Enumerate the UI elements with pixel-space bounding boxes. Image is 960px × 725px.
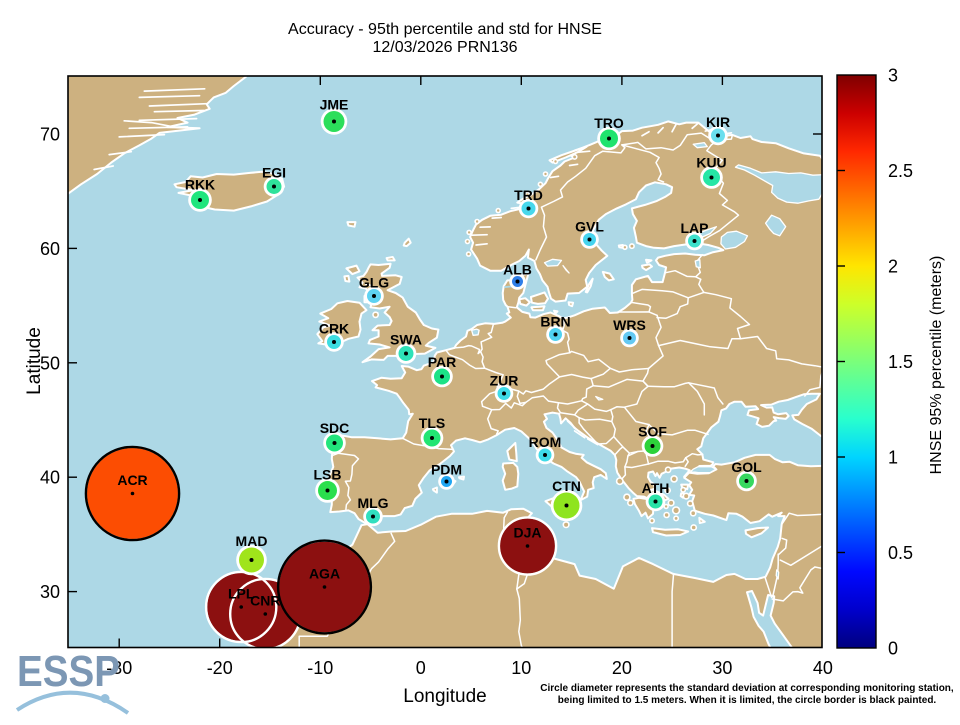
svg-text:30: 30 [712, 658, 732, 678]
svg-text:TRD: TRD [514, 187, 543, 203]
svg-text:Latitude: Latitude [24, 327, 45, 395]
svg-text:WRS: WRS [613, 317, 646, 333]
svg-text:being limited to 1.5 meters. W: being limited to 1.5 meters. When it is … [558, 695, 937, 706]
svg-text:0.5: 0.5 [888, 543, 913, 563]
svg-text:BRN: BRN [540, 314, 570, 330]
svg-text:2: 2 [888, 257, 898, 277]
svg-text:-10: -10 [307, 658, 333, 678]
svg-text:ALB: ALB [503, 262, 532, 278]
svg-text:TRO: TRO [594, 115, 624, 131]
svg-text:-20: -20 [207, 658, 233, 678]
svg-text:GVL: GVL [575, 219, 604, 235]
svg-text:DJA: DJA [513, 525, 541, 541]
svg-text:MAD: MAD [236, 533, 268, 549]
svg-text:12/03/2026 PRN136: 12/03/2026 PRN136 [373, 39, 518, 56]
svg-text:RKK: RKK [185, 177, 215, 193]
svg-text:Circle diameter represents the: Circle diameter represents the standard … [540, 683, 954, 694]
svg-text:ACR: ACR [117, 472, 147, 488]
svg-text:PDM: PDM [431, 462, 462, 478]
svg-text:0: 0 [888, 639, 898, 659]
svg-text:20: 20 [612, 658, 632, 678]
svg-text:30: 30 [40, 582, 60, 602]
svg-text:Longitude: Longitude [403, 686, 486, 707]
svg-text:LPL: LPL [228, 586, 255, 602]
svg-text:CTN: CTN [552, 478, 581, 494]
svg-text:GLG: GLG [359, 275, 389, 291]
svg-text:EGI: EGI [262, 165, 286, 181]
svg-text:40: 40 [813, 658, 833, 678]
svg-text:Accuracy - 95th percentile and: Accuracy - 95th percentile and std for H… [288, 21, 602, 38]
svg-text:MLG: MLG [357, 495, 388, 511]
svg-text:70: 70 [40, 125, 60, 145]
svg-text:ESSP: ESSP [17, 647, 120, 696]
svg-text:3: 3 [888, 66, 898, 86]
svg-text:SDC: SDC [320, 420, 350, 436]
svg-text:1: 1 [888, 448, 898, 468]
svg-text:LAP: LAP [681, 220, 709, 236]
svg-text:40: 40 [40, 468, 60, 488]
svg-text:60: 60 [40, 239, 60, 259]
svg-text:LSB: LSB [314, 467, 342, 483]
svg-text:10: 10 [511, 658, 531, 678]
svg-text:HNSE 95% percentile (meters): HNSE 95% percentile (meters) [928, 256, 945, 475]
svg-text:0: 0 [416, 658, 426, 678]
svg-text:2.5: 2.5 [888, 161, 913, 181]
svg-text:KUU: KUU [696, 155, 726, 171]
svg-text:1.5: 1.5 [888, 352, 913, 372]
svg-text:ZUR: ZUR [490, 373, 519, 389]
svg-text:ROM: ROM [529, 434, 562, 450]
svg-text:JME: JME [320, 97, 349, 113]
svg-text:AGA: AGA [309, 566, 340, 582]
svg-text:KIR: KIR [706, 114, 730, 130]
svg-text:GOL: GOL [731, 459, 762, 475]
svg-text:-30: -30 [106, 658, 132, 678]
svg-text:SWA: SWA [390, 332, 422, 348]
svg-text:PAR: PAR [428, 354, 457, 370]
svg-text:CNR: CNR [250, 593, 280, 609]
svg-text:ATH: ATH [642, 480, 670, 496]
svg-text:50: 50 [40, 353, 60, 373]
svg-text:TLS: TLS [419, 415, 445, 431]
svg-text:SOF: SOF [638, 424, 667, 440]
svg-text:CRK: CRK [319, 321, 349, 337]
